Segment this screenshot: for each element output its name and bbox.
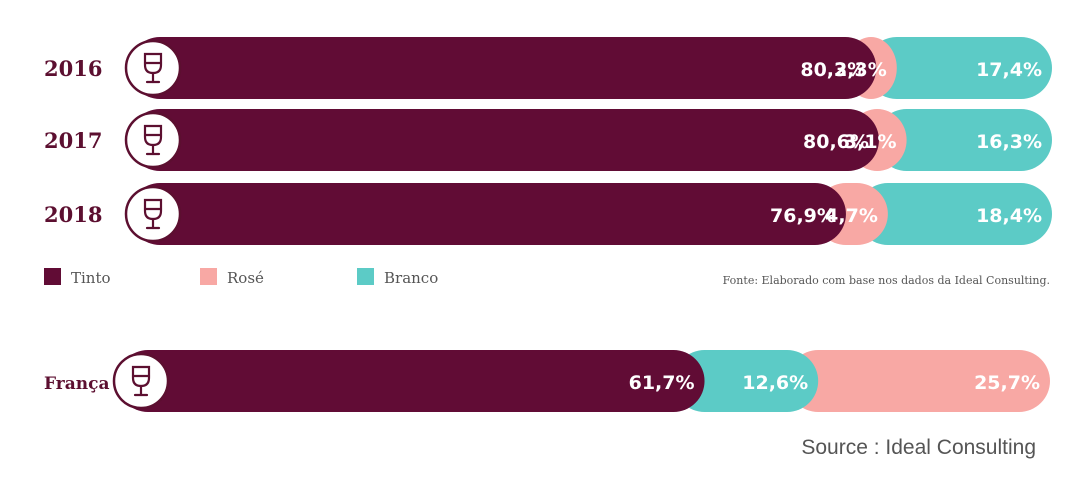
row-label: 2016 — [44, 56, 102, 81]
wine-glass-icon — [131, 365, 151, 397]
bar-segment-tinto — [129, 37, 877, 99]
legend-item-branco: Branco — [357, 268, 438, 287]
icon-circle — [124, 111, 182, 169]
data-label: 2,3% — [834, 59, 887, 81]
legend-item-rose: Rosé — [200, 268, 264, 287]
bar-row-2018: 76,9%4,7% 18,4% 2018 — [44, 183, 1052, 245]
data-label: 76,9% — [770, 205, 836, 227]
legend-label: Tinto — [71, 269, 111, 287]
data-label: 80,6% — [803, 131, 869, 153]
bar-segment-branco — [875, 109, 1052, 171]
wine-glass-icon — [143, 52, 163, 84]
legend-label: Rosé — [227, 269, 264, 287]
data-label: 80,3% — [800, 59, 866, 81]
source-note: Fonte: Elaborado com base nos dados da I… — [723, 274, 1050, 287]
legend-swatch — [44, 268, 61, 285]
bar-segment-tinto — [129, 109, 879, 171]
icon-circle — [124, 39, 182, 97]
bar-segment-tinto — [117, 350, 705, 412]
data-label: 61,7% — [629, 372, 695, 394]
row-label: França — [44, 374, 109, 394]
data-label: 3,1% — [844, 131, 897, 153]
row-label: 2018 — [44, 202, 102, 227]
bar-segment-branco — [865, 37, 1052, 99]
data-label: 17,4% — [976, 59, 1042, 81]
legend-item-tinto: Tinto — [44, 268, 111, 287]
legend-swatch — [357, 268, 374, 285]
bar-row-franca: 61,7% 12,6% 25,7% França — [44, 350, 1050, 412]
legend: Tinto Rosé Branco — [44, 268, 438, 287]
bar-segment-branco — [856, 183, 1052, 245]
data-label: 16,3% — [976, 131, 1042, 153]
wine-glass-icon — [143, 124, 163, 156]
data-label: 4,7% — [825, 205, 878, 227]
wine-glass-icon — [143, 198, 163, 230]
bar-segment-branco — [673, 350, 819, 412]
bar-segment-tinto — [129, 183, 846, 245]
icon-circle — [124, 185, 182, 243]
icon-circle — [112, 352, 170, 410]
data-label: 18,4% — [976, 205, 1042, 227]
legend-swatch — [200, 268, 217, 285]
bar-row-2017: 80,6%3,1% 16,3% 2017 — [44, 109, 1052, 171]
bar-row-2016: 80,3%2,3% 17,4% 2016 — [44, 37, 1052, 99]
bar-segment-rose — [787, 350, 1050, 412]
data-label: 12,6% — [742, 372, 808, 394]
legend-label: Branco — [384, 269, 438, 287]
row-label: 2017 — [44, 128, 102, 153]
data-label: 25,7% — [974, 372, 1040, 394]
source-caption: Source : Ideal Consulting — [801, 436, 1036, 459]
